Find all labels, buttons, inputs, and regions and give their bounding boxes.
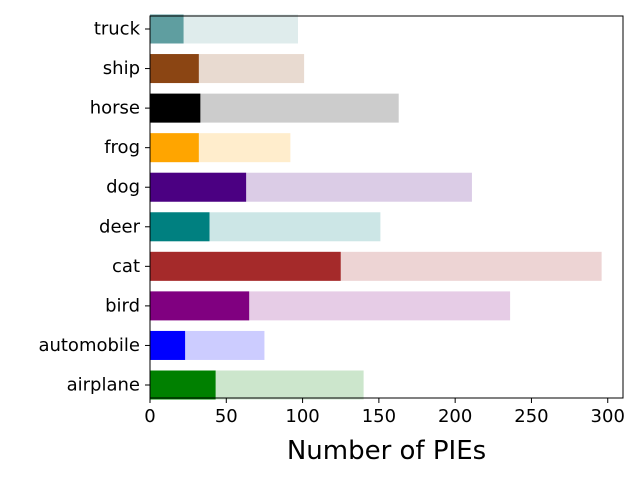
plot-frame (149, 15, 624, 399)
x-tick-label-150: 150 (362, 406, 396, 427)
x-tick-label-50: 50 (215, 406, 238, 427)
bar-airplane-series-2 (150, 370, 216, 400)
bar-automobile-series-2 (150, 330, 186, 360)
y-tick-label-bird: bird (105, 295, 140, 316)
bar-bird-series-2 (150, 291, 250, 321)
x-axis: 0 50 100 150 200 250 300 (144, 398, 625, 427)
y-tick-label-deer: deer (99, 216, 141, 237)
y-tick-label-airplane: airplane (67, 375, 140, 396)
y-tick-label-frog: frog (104, 137, 140, 158)
x-tick-label-200: 200 (438, 406, 472, 427)
y-tick-label-automobile: automobile (38, 335, 140, 356)
bar-frog-series-2 (150, 133, 199, 163)
bar-deer-series-2 (150, 212, 210, 242)
bar-truck-series-2 (150, 14, 184, 44)
y-tick-label-horse: horse (90, 98, 140, 119)
bar-cat-series-2 (150, 251, 341, 281)
x-axis-title: Number of PIEs (287, 436, 486, 466)
bar-horse-series-2 (150, 93, 201, 123)
y-tick-label-dog: dog (106, 177, 140, 198)
bar-dog-series-2 (150, 172, 247, 202)
x-tick-label-250: 250 (514, 406, 548, 427)
bar-ship-series-2 (150, 54, 199, 84)
y-tick-label-ship: ship (103, 58, 140, 79)
x-tick-label-0: 0 (144, 406, 155, 427)
x-tick-label-300: 300 (591, 406, 625, 427)
y-axis: airplane automobile bird cat deer dog frog hors… (38, 19, 150, 396)
bars-group (150, 14, 602, 400)
x-tick-label-100: 100 (285, 406, 319, 427)
y-tick-label-truck: truck (94, 19, 141, 40)
y-tick-label-cat: cat (112, 256, 140, 277)
